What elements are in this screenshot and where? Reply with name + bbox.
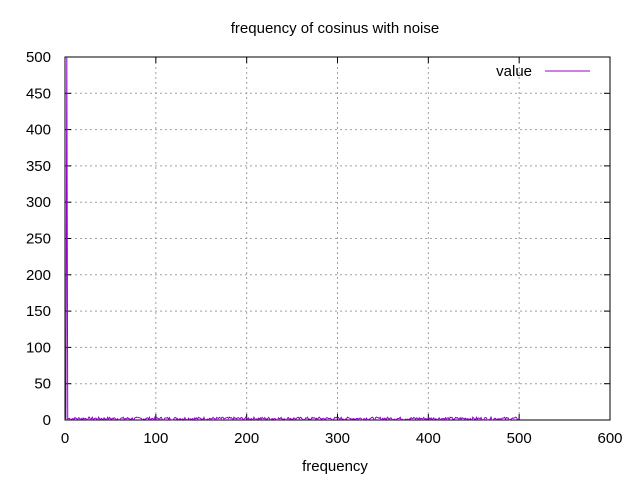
x-tick-label: 600 bbox=[597, 430, 622, 447]
x-tick-label: 500 bbox=[507, 430, 532, 447]
x-tick-label: 100 bbox=[143, 430, 168, 447]
legend: value bbox=[496, 63, 590, 80]
x-axis-label: frequency bbox=[302, 458, 368, 475]
y-tick-label: 250 bbox=[26, 231, 51, 248]
y-tick-label: 200 bbox=[26, 267, 51, 284]
chart-title: frequency of cosinus with noise bbox=[231, 20, 439, 37]
y-tick-label: 300 bbox=[26, 194, 51, 211]
series-line-value bbox=[64, 56, 520, 422]
y-tick-label: 450 bbox=[26, 85, 51, 102]
series-layer bbox=[64, 56, 520, 422]
x-tick-label: 300 bbox=[325, 430, 350, 447]
legend-label: value bbox=[496, 63, 532, 80]
x-tick-label: 200 bbox=[234, 430, 259, 447]
axis-ticks: 0 100 200 300 400 500 600 0 50 100 150 200 250 300 350… bbox=[26, 49, 623, 447]
grid bbox=[65, 57, 610, 420]
y-tick-label: 150 bbox=[26, 303, 51, 320]
x-tick-label: 400 bbox=[416, 430, 441, 447]
y-tick-label: 500 bbox=[26, 49, 51, 66]
y-tick-label: 0 bbox=[43, 412, 51, 429]
y-tick-label: 50 bbox=[34, 376, 51, 393]
y-tick-label: 350 bbox=[26, 158, 51, 175]
x-tick-label: 0 bbox=[61, 430, 69, 447]
y-tick-label: 100 bbox=[26, 339, 51, 356]
y-tick-label: 400 bbox=[26, 122, 51, 139]
